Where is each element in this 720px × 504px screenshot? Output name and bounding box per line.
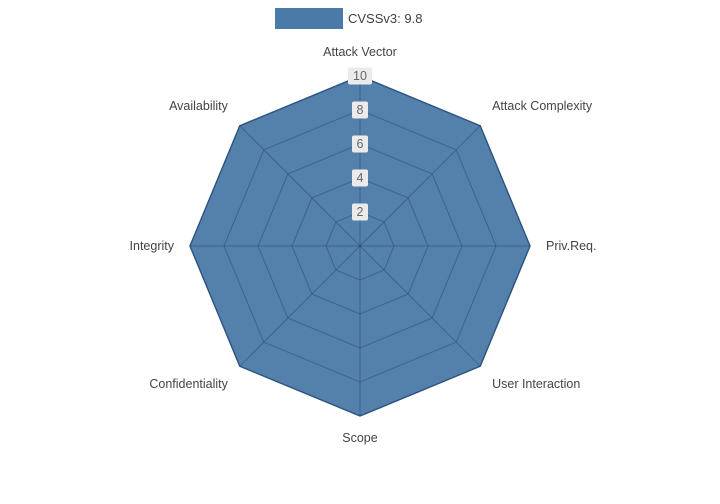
radial-tick-label: 4 — [357, 171, 364, 185]
axis-label: Availability — [169, 99, 229, 113]
radial-tick-box — [352, 169, 368, 187]
radar-grid-ring-overlay — [291, 177, 429, 315]
axis-label: Integrity — [130, 239, 175, 253]
legend-item[interactable]: CVSSv3: 9.8 — [275, 8, 422, 29]
axis-label: Attack Complexity — [492, 99, 593, 113]
radar-grid-spoke-overlay — [359, 245, 481, 367]
radar-grid-ring-overlay — [325, 211, 395, 281]
radial-tick-box — [352, 135, 368, 153]
radar-grid-ring-overlay — [223, 109, 497, 383]
radar-grid-ring-overlay — [189, 75, 531, 417]
radar-grid-spoke-overlay — [239, 125, 361, 247]
radial-tick-label: 8 — [357, 103, 364, 117]
legend-label: CVSSv3: 9.8 — [348, 11, 423, 26]
axis-label: Attack Vector — [323, 45, 397, 59]
radar-series-polygon — [189, 75, 531, 417]
axis-label: User Interaction — [492, 377, 580, 391]
radar-grid-spoke-overlay — [359, 125, 481, 247]
radial-tick-box — [352, 203, 368, 221]
axis-label: Priv.Req. — [546, 239, 596, 253]
axis-label: Confidentiality — [149, 377, 228, 391]
radial-tick-box — [348, 67, 372, 85]
legend-swatch — [275, 8, 343, 29]
radial-tick-label: 6 — [357, 137, 364, 151]
axis-label: Scope — [342, 431, 377, 445]
radar-grid-spoke-overlay — [239, 245, 361, 367]
radial-tick-label: 2 — [357, 205, 364, 219]
radial-tick-label: 10 — [353, 69, 367, 83]
radar-grid-ring-overlay — [257, 143, 463, 349]
radial-tick-box — [352, 101, 368, 119]
